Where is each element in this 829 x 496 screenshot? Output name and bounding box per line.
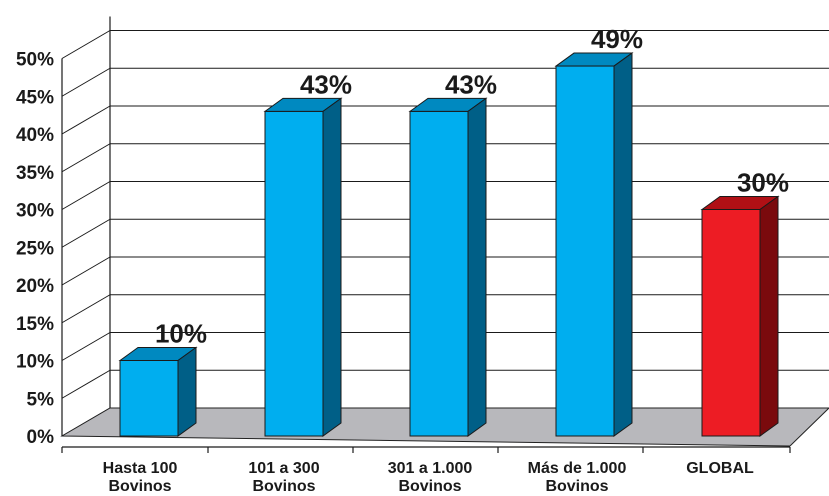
category-label: GLOBAL [686, 460, 754, 477]
y-tick-label: 45% [16, 87, 54, 108]
side-wall-line [61, 181, 111, 210]
bar [118, 346, 198, 437]
y-tick-label: 40% [16, 125, 54, 146]
y-tick-label: 30% [16, 201, 54, 222]
category-label: Más de 1.000 Bovinos [528, 460, 627, 495]
side-wall-line [61, 67, 111, 97]
data-label: 43% [300, 69, 352, 99]
bar-side [322, 97, 342, 437]
data-label: 10% [155, 319, 207, 349]
bar-side [613, 52, 633, 437]
side-wall-line [61, 294, 111, 324]
y-tick-label: 50% [16, 50, 54, 71]
side-wall-line [61, 218, 111, 248]
bars-layer [118, 52, 780, 437]
category-label: 101 a 300 Bovinos [248, 460, 319, 495]
y-tick-label: 25% [16, 238, 54, 259]
side-wall-line [61, 369, 111, 399]
data-label: 30% [737, 168, 789, 198]
category-label: Hasta 100 Bovinos [103, 460, 178, 495]
labels-layer: 10% 43% 43% 49% 30% Hasta 100 Bovinos 101 a 300… [103, 24, 789, 495]
side-wall-line [61, 332, 111, 361]
bar-front [701, 209, 761, 437]
bar-front [555, 65, 615, 437]
y-tick-label: 35% [16, 163, 54, 184]
category-label: 301 a 1.000 Bovinos [388, 460, 473, 495]
bar [408, 97, 488, 437]
bar-front [264, 110, 324, 437]
bar-side [759, 195, 779, 437]
bar [554, 52, 634, 437]
y-tick-label: 20% [16, 276, 54, 297]
y-tick-label: 5% [27, 389, 55, 410]
bar-front [119, 360, 179, 437]
y-tick-label: 15% [16, 314, 54, 335]
bar [263, 97, 343, 437]
y-tick-label: 0% [27, 427, 55, 448]
data-label: 43% [445, 69, 497, 99]
side-wall-line [61, 143, 111, 173]
y-tick-label: 10% [16, 352, 54, 373]
axis-layer: 0% 5% 10% 15% 20% 25% 30% 35% 40% 45% 50% [16, 16, 791, 453]
bar-side [177, 346, 197, 437]
side-wall-line [61, 105, 111, 135]
bar-side [467, 97, 487, 437]
side-wall-line [61, 30, 111, 59]
bar-front [409, 110, 469, 437]
bar [700, 195, 780, 437]
data-label: 49% [591, 24, 643, 54]
side-wall-line [61, 256, 111, 286]
